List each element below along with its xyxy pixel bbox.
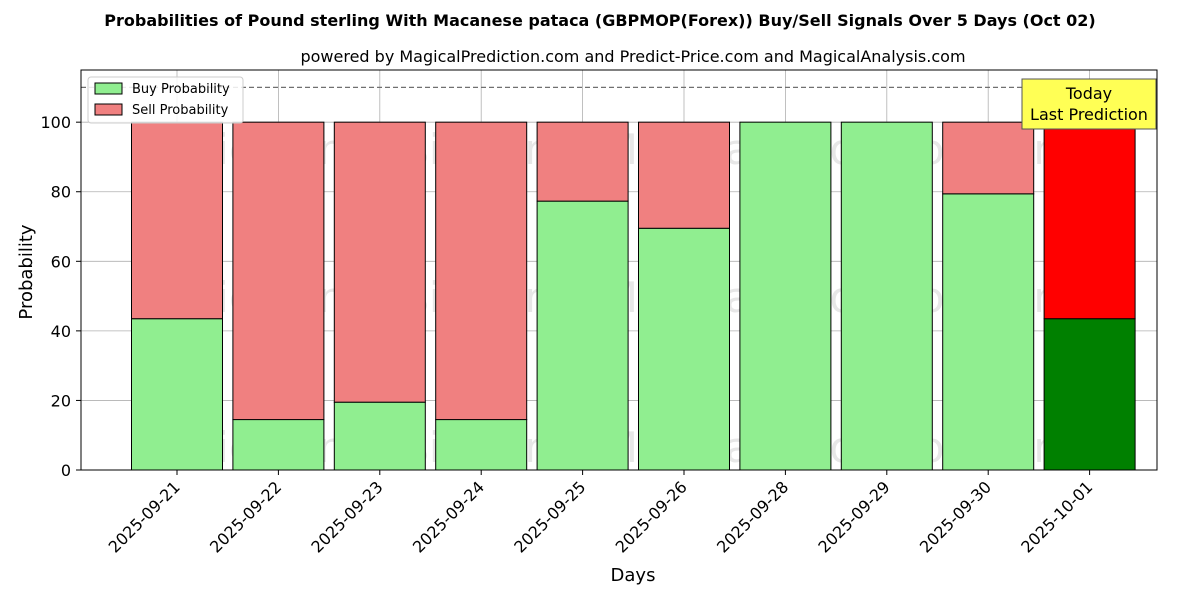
x-tick-label: 2025-09-28 (713, 477, 792, 556)
y-tick-label: 80 (51, 183, 71, 202)
legend-swatch (94, 103, 123, 116)
sell-bar (232, 121, 325, 421)
buy-bar (840, 121, 933, 471)
chart-title: Probabilities of Pound sterling With Mac… (104, 11, 1095, 30)
sell-bar (1043, 121, 1136, 320)
buy-bar (536, 200, 629, 471)
y-tick-label: 60 (51, 252, 71, 271)
buy-bar (333, 401, 426, 471)
legend-swatch (94, 82, 123, 95)
x-tick-label: 2025-09-22 (206, 477, 285, 556)
buy-bar (131, 318, 223, 471)
sell-bar (536, 121, 629, 202)
x-tick-label: 2025-09-25 (510, 477, 589, 556)
y-tick-label: 40 (51, 322, 71, 341)
buy-bar (739, 121, 832, 471)
legend: Buy Probability Sell Probability (87, 76, 244, 124)
x-tick-label: 2025-09-29 (814, 477, 893, 556)
x-tick-label: 2025-09-23 (307, 477, 386, 556)
x-tick-label: 2025-09-30 (916, 477, 995, 556)
bars (131, 121, 1136, 471)
legend-label: Sell Probability (132, 103, 229, 118)
annotation-line-2: Last Prediction (1030, 105, 1148, 124)
sell-bar (638, 121, 730, 229)
legend-label: Buy Probability (132, 82, 230, 97)
y-tick-label: 20 (51, 391, 71, 410)
plot-frame (80, 69, 1158, 471)
buy-bar (942, 193, 1035, 471)
buy-bar (435, 419, 528, 471)
buy-bar (638, 227, 730, 471)
y-tick-label: 100 (40, 113, 71, 132)
x-tick-label: 2025-09-21 (105, 477, 184, 556)
annotation-line-1: Today (1065, 84, 1112, 103)
sell-bar (131, 121, 223, 320)
sell-bar (942, 121, 1035, 195)
y-axis-label: Probability (16, 224, 37, 319)
today-annotation: Today Last Prediction (1021, 78, 1157, 130)
x-tick-label: 2025-09-26 (612, 477, 691, 556)
y-tick-label: 0 (61, 461, 71, 480)
buy-bar (232, 419, 325, 471)
sell-bar (435, 121, 528, 421)
sell-bar (333, 121, 426, 403)
x-tick-label: 2025-09-24 (409, 477, 488, 556)
chart-subtitle: powered by MagicalPrediction.com and Pre… (300, 47, 965, 66)
annotation-box (1021, 78, 1157, 130)
legend-box (87, 76, 244, 124)
x-tick-label: 2025-10-01 (1017, 477, 1096, 556)
x-axis-label: Days (611, 565, 656, 586)
buy-bar (1043, 318, 1136, 471)
